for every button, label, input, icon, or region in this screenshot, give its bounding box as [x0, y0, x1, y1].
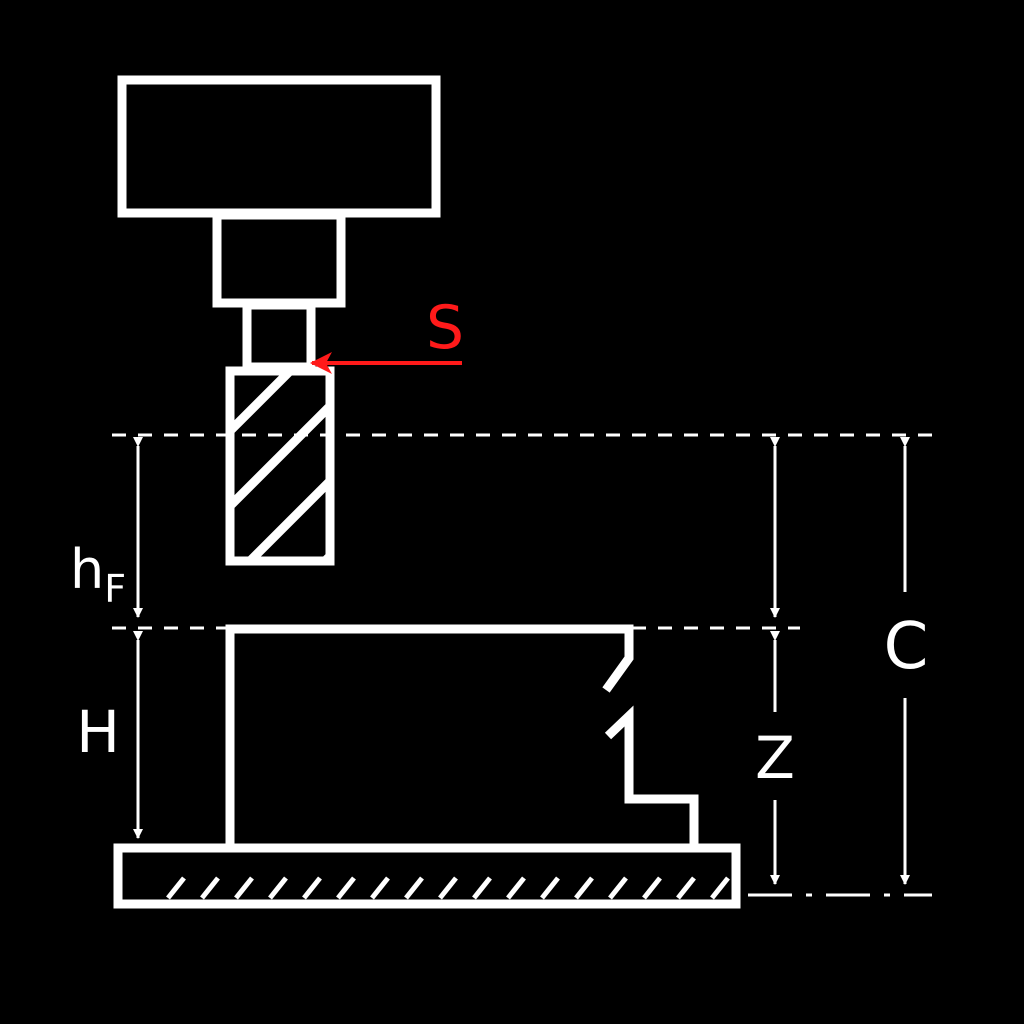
- spindle-housing: [117, 75, 441, 218]
- dimension-c: C: [884, 437, 929, 885]
- dimension-h: H: [76, 631, 143, 839]
- dimension-z-label: Z: [755, 724, 795, 792]
- dimension-hf: hF: [70, 437, 143, 618]
- cutting-tool: [225, 366, 335, 566]
- dimension-hf-label: hF: [70, 538, 126, 611]
- dimension-h-label: H: [76, 698, 120, 766]
- spindle-head: [117, 75, 441, 372]
- spindle-reference-label: S: [426, 293, 464, 363]
- dimension-c-label: C: [884, 610, 929, 684]
- spindle-reference-marker: S: [310, 293, 464, 374]
- dimension-z: Z: [755, 631, 795, 885]
- tool-holder-collar: [242, 300, 316, 372]
- machine-table: [113, 843, 741, 909]
- spindle-nose: [212, 210, 346, 308]
- workpiece: [225, 624, 699, 846]
